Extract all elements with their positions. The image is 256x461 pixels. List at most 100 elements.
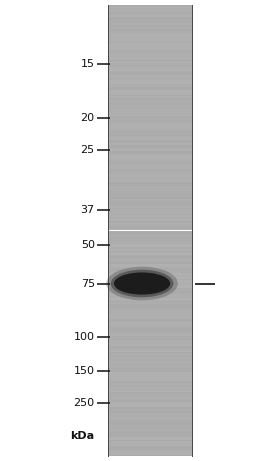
- Bar: [108, 185, 192, 187]
- Bar: [108, 265, 192, 266]
- Bar: [108, 300, 192, 301]
- Bar: [108, 256, 192, 258]
- Bar: [108, 195, 192, 196]
- Bar: [108, 83, 192, 84]
- Bar: [108, 321, 192, 322]
- Bar: [108, 14, 192, 15]
- Bar: [108, 271, 192, 272]
- Bar: [108, 178, 192, 179]
- Bar: [108, 191, 192, 193]
- Bar: [108, 333, 192, 334]
- Bar: [108, 170, 192, 172]
- Bar: [108, 127, 192, 128]
- Bar: [108, 112, 192, 113]
- Bar: [108, 102, 192, 104]
- Bar: [108, 373, 192, 375]
- Bar: [108, 385, 192, 387]
- Bar: [108, 268, 192, 270]
- Bar: [108, 39, 192, 41]
- Bar: [108, 369, 192, 371]
- Bar: [108, 181, 192, 182]
- Bar: [108, 230, 192, 232]
- Bar: [108, 164, 192, 166]
- Bar: [108, 244, 192, 246]
- Bar: [108, 121, 192, 122]
- Bar: [108, 340, 192, 342]
- Bar: [108, 426, 192, 428]
- Bar: [108, 236, 192, 238]
- Bar: [108, 50, 192, 51]
- Bar: [108, 348, 192, 349]
- Bar: [108, 118, 192, 119]
- Bar: [108, 108, 192, 110]
- Bar: [108, 425, 192, 426]
- Bar: [108, 71, 192, 72]
- Bar: [108, 411, 192, 413]
- Bar: [108, 57, 192, 59]
- Bar: [108, 53, 192, 54]
- Bar: [108, 38, 192, 39]
- Bar: [108, 240, 192, 241]
- Bar: [108, 33, 192, 35]
- Bar: [108, 45, 192, 47]
- Bar: [108, 355, 192, 357]
- Bar: [108, 283, 192, 285]
- Bar: [108, 136, 192, 137]
- Bar: [108, 47, 192, 48]
- Text: 20: 20: [81, 112, 95, 123]
- Bar: [108, 152, 192, 154]
- Bar: [108, 319, 192, 321]
- Bar: [108, 20, 192, 21]
- Bar: [108, 379, 192, 381]
- Bar: [108, 288, 192, 289]
- Bar: [108, 166, 192, 167]
- Bar: [108, 125, 192, 127]
- Bar: [108, 345, 192, 347]
- Bar: [108, 371, 192, 372]
- Bar: [108, 423, 192, 425]
- Bar: [108, 446, 192, 447]
- Bar: [108, 410, 192, 411]
- Bar: [108, 227, 192, 229]
- Bar: [108, 229, 192, 230]
- Bar: [108, 5, 192, 6]
- Bar: [108, 44, 192, 45]
- Bar: [108, 76, 192, 77]
- Bar: [108, 266, 192, 268]
- Bar: [108, 419, 192, 420]
- Bar: [108, 23, 192, 24]
- Bar: [108, 146, 192, 148]
- Bar: [108, 392, 192, 393]
- Bar: [108, 172, 192, 173]
- Bar: [108, 357, 192, 359]
- Bar: [108, 337, 192, 339]
- Bar: [108, 139, 192, 140]
- Bar: [108, 270, 192, 271]
- Bar: [108, 351, 192, 353]
- Bar: [108, 220, 192, 221]
- Bar: [108, 328, 192, 330]
- Bar: [108, 190, 192, 191]
- Bar: [108, 347, 192, 348]
- Bar: [108, 389, 192, 390]
- Ellipse shape: [111, 270, 174, 297]
- Bar: [108, 306, 192, 307]
- Bar: [108, 54, 192, 56]
- Bar: [108, 203, 192, 205]
- Bar: [108, 72, 192, 74]
- Bar: [108, 213, 192, 214]
- Bar: [108, 301, 192, 303]
- Bar: [108, 110, 192, 112]
- Bar: [108, 113, 192, 114]
- Bar: [108, 259, 192, 260]
- Bar: [108, 42, 192, 44]
- Bar: [108, 272, 192, 274]
- Bar: [108, 176, 192, 178]
- Bar: [108, 291, 192, 292]
- Bar: [108, 276, 192, 277]
- Bar: [108, 395, 192, 396]
- Bar: [108, 104, 192, 106]
- Bar: [108, 367, 192, 369]
- Bar: [108, 96, 192, 98]
- Bar: [108, 15, 192, 17]
